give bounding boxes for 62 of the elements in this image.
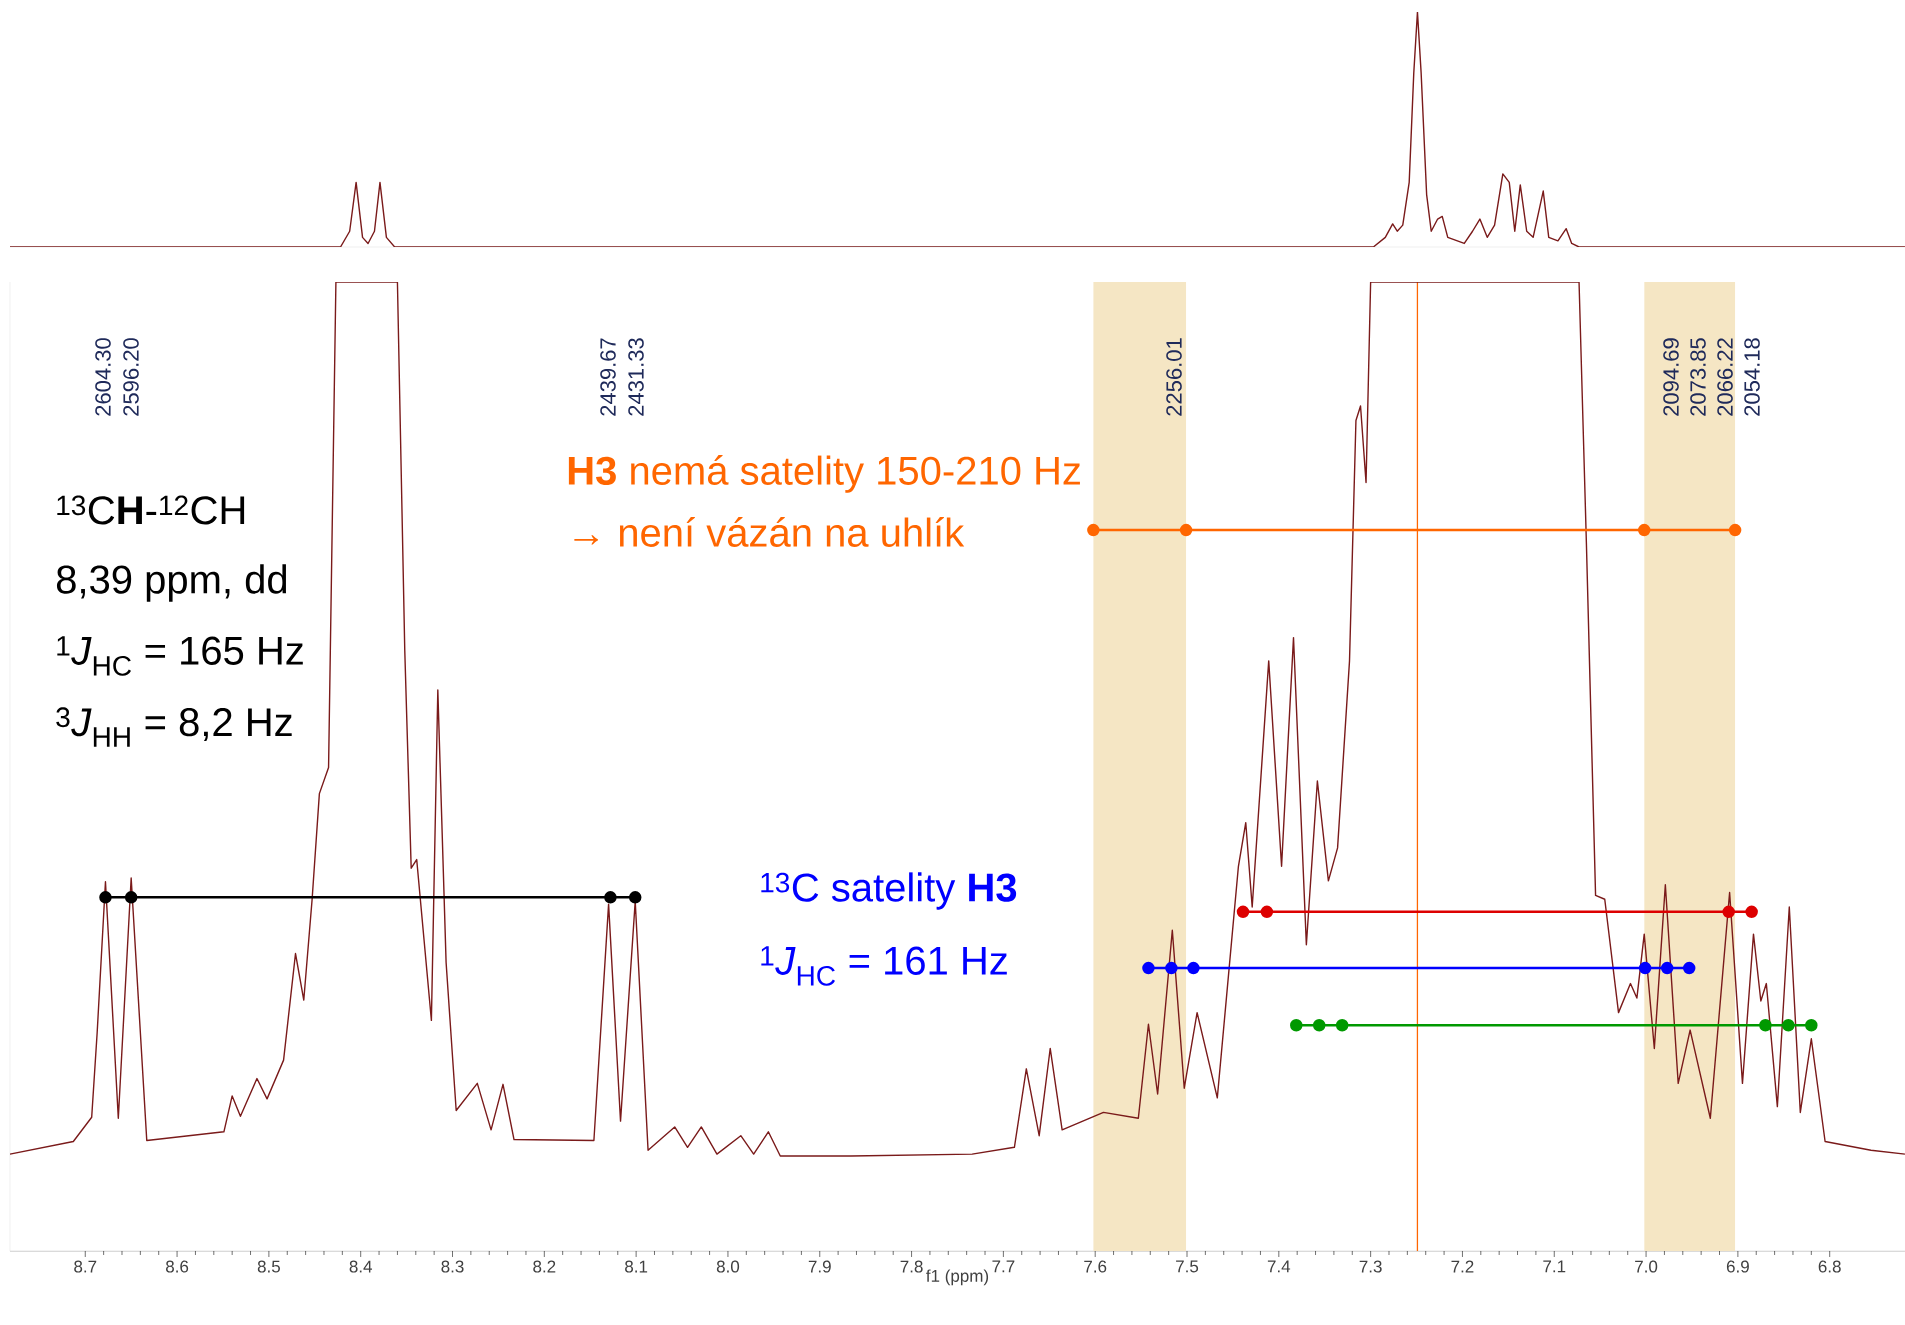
point — [1759, 1018, 1772, 1032]
x-tick-label: 7.0 — [1635, 1260, 1658, 1273]
point — [1260, 905, 1274, 919]
annotation: 2256.01 — [1166, 338, 1182, 416]
x-tick-label: 7.7 — [992, 1260, 1015, 1273]
point — [124, 891, 138, 904]
x-tick-label: 6.9 — [1726, 1260, 1749, 1273]
point — [1165, 961, 1178, 975]
point — [99, 891, 112, 904]
x-tick-label: 8.0 — [716, 1260, 740, 1273]
x-tick-label: 8.4 — [349, 1260, 373, 1273]
point — [1312, 1018, 1326, 1032]
point — [1087, 523, 1100, 537]
point — [1722, 905, 1735, 919]
point — [1142, 961, 1155, 975]
annotation: $^{1}$J$_{HC}$ = 165 Hz — [57, 636, 303, 676]
point — [1638, 961, 1652, 975]
point — [1187, 961, 1200, 975]
annotation: 2054.18 — [1744, 338, 1760, 416]
point — [1682, 961, 1696, 975]
annotation: 2066.22 — [1717, 338, 1733, 416]
annotation: $^{1}$J$_{HC}$ = 161 Hz — [761, 946, 1007, 986]
x-tick-label: 7.8 — [900, 1260, 923, 1273]
x-tick-label: 7.3 — [1359, 1260, 1382, 1273]
point — [1637, 523, 1651, 537]
point — [1335, 1018, 1349, 1032]
x-tick-label: 8.6 — [166, 1260, 189, 1273]
x-tick-label: 8.3 — [441, 1260, 464, 1273]
point — [1236, 905, 1250, 919]
x-tick-label: 7.1 — [1543, 1260, 1566, 1273]
annotation: 2596.20 — [123, 338, 139, 416]
point — [604, 891, 617, 904]
annotation: $^{3}$J$_{HH}$ = 8,2 Hz — [56, 707, 292, 747]
x-axis-title: f1 (ppm) — [926, 1269, 989, 1286]
annotation: 2439.67 — [600, 338, 616, 416]
annotation: 2431.33 — [628, 338, 644, 416]
point — [1660, 961, 1674, 975]
annotation: 2604.30 — [95, 338, 111, 416]
annotation: $^{13}$CH-$^{12}$CH — [57, 495, 245, 525]
point — [1782, 1018, 1795, 1032]
point — [1290, 1018, 1303, 1032]
x-tick-label: 7.6 — [1084, 1260, 1107, 1273]
point — [1745, 905, 1758, 919]
annotation: 8,39 ppm, dd — [56, 564, 287, 602]
x-tick-label: 8.5 — [257, 1260, 280, 1273]
x-tick-label: 6.8 — [1818, 1260, 1841, 1273]
x-tick-label: 8.7 — [74, 1260, 97, 1273]
x-tick-label: 7.9 — [808, 1260, 831, 1273]
annotation: $^{13}$C satelity H3 — [761, 872, 1017, 910]
x-tick-label: 7.4 — [1267, 1260, 1291, 1273]
point — [1728, 523, 1742, 537]
annotation: 2073.85 — [1690, 338, 1706, 416]
point — [1179, 523, 1193, 537]
x-tick-label: 8.1 — [625, 1260, 648, 1273]
x-tick-label: 7.5 — [1176, 1260, 1199, 1273]
annotation: H3 nemá satelity 150-210 Hz — [568, 455, 1080, 493]
point — [628, 891, 642, 904]
x-tick-label: 7.2 — [1451, 1260, 1474, 1273]
point — [1805, 1018, 1818, 1032]
annotation: → není vázán na uhlík — [574, 517, 965, 547]
x-tick-label: 8.2 — [533, 1260, 556, 1273]
annotation: 2094.69 — [1663, 338, 1679, 416]
